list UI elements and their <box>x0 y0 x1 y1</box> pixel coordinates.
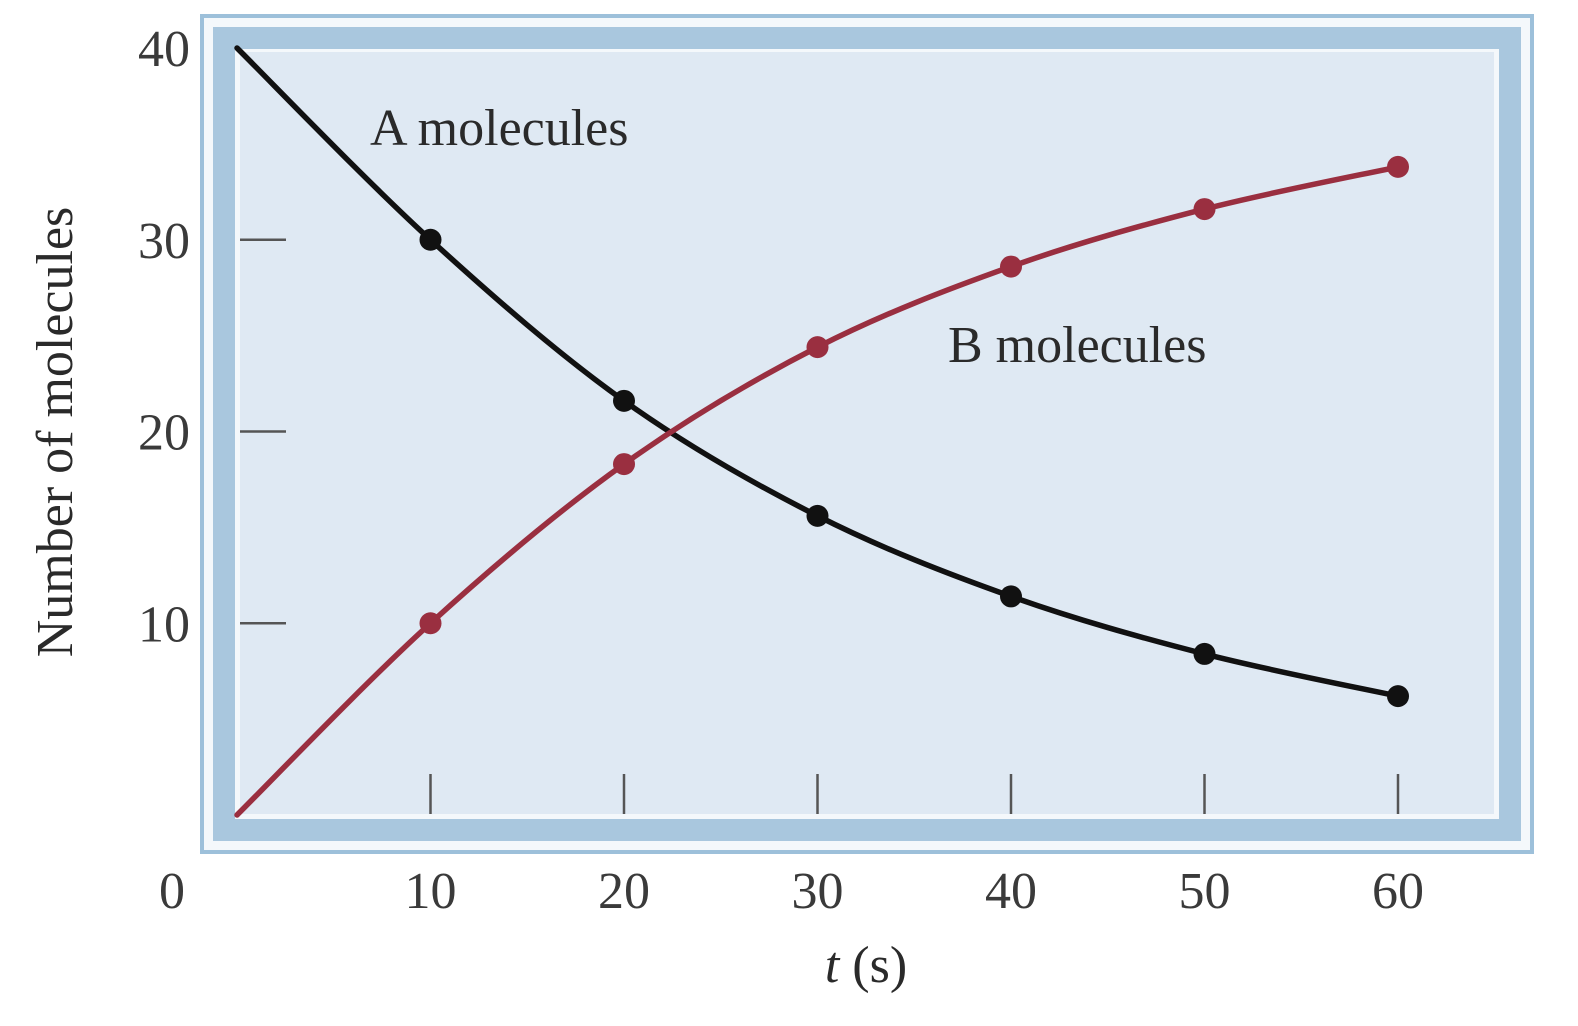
series-a-point-30 <box>806 504 829 527</box>
series-a-point-20 <box>613 389 635 412</box>
series-a-point-10 <box>419 228 442 251</box>
series-b-point-20 <box>613 453 635 476</box>
labels-layer: 10 20 30 40 10 20 30 40 50 60 <box>138 21 1424 920</box>
markers-layer <box>419 155 1409 708</box>
origin-label: 0 <box>159 863 185 920</box>
y-tick-label-10: 10 <box>138 596 190 653</box>
x-tick-label-60: 60 <box>1372 863 1424 920</box>
x-tick-label-40: 40 <box>985 863 1037 920</box>
ticks-layer <box>240 238 1400 814</box>
series-b-point-40 <box>1000 255 1022 278</box>
series-a-point-40 <box>1000 585 1022 608</box>
plot-frame-band <box>213 27 1521 841</box>
series-b-point-30 <box>806 336 829 359</box>
x-axis-title-unit: (s) <box>839 937 907 994</box>
x-tick-label-10: 10 <box>405 863 457 920</box>
y-axis-title: Number of molecules <box>27 207 84 658</box>
series-label-b: B molecules <box>948 317 1207 374</box>
series-b-point-10 <box>419 612 442 635</box>
plot-frame-border <box>200 14 1534 854</box>
x-tick-label-50: 50 <box>1179 863 1231 920</box>
series-b-point-50 <box>1193 198 1216 221</box>
x-tick-label-20: 20 <box>598 863 650 920</box>
series-b-point-60 <box>1387 155 1409 178</box>
x-axis-title: t (s) <box>825 937 907 994</box>
y-tick-label-30: 30 <box>138 213 190 270</box>
x-axis-title-variable: t <box>825 937 841 994</box>
series-label-a: A molecules <box>370 100 629 157</box>
series-a-point-60 <box>1387 685 1409 708</box>
y-tick-label-40: 40 <box>138 21 190 78</box>
x-tick-label-30: 30 <box>792 863 844 920</box>
plot-area <box>240 52 1494 814</box>
series-a-point-50 <box>1193 642 1216 665</box>
y-tick-label-20: 20 <box>138 405 190 462</box>
